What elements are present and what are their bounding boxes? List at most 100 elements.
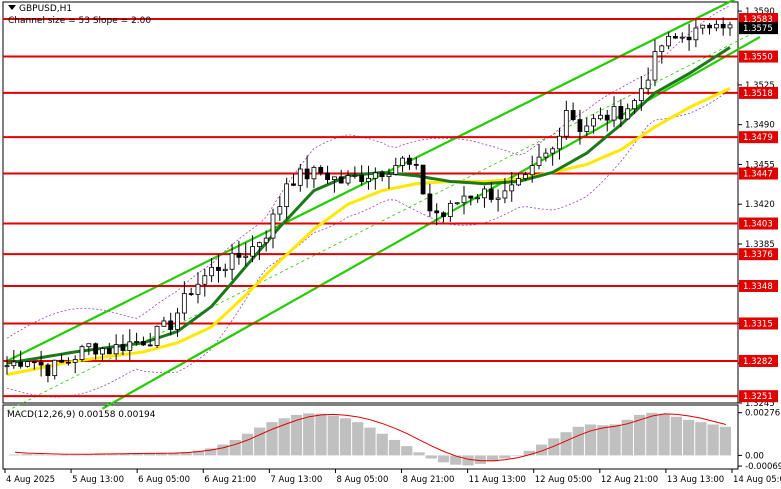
macd-bar [719, 426, 731, 456]
macd-bar [572, 426, 584, 456]
macd-bar [535, 444, 548, 456]
candle-body [645, 79, 651, 90]
candle-body [727, 24, 733, 29]
macd-bar [658, 413, 670, 456]
level-price-tag [739, 279, 778, 292]
x-tick-label: 11 Aug 13:00 [469, 475, 526, 485]
candle-body [86, 343, 92, 348]
candle-body [297, 168, 303, 186]
candle-body [659, 45, 665, 52]
level-price-tag-text: 1.3518 [743, 89, 773, 99]
collapse-arrow-icon[interactable] [8, 5, 16, 10]
moving-average-dark-green [6, 46, 731, 365]
level-price-tag [739, 354, 778, 367]
level-price-tag [739, 131, 778, 144]
macd-bar [707, 424, 719, 456]
macd-bar [119, 453, 131, 456]
y-tick-label: 1.3245 [745, 399, 775, 409]
candles [4, 17, 733, 383]
candle-body [584, 125, 590, 132]
x-tick-label: 5 Aug 13:00 [72, 475, 124, 485]
current-price-tag [739, 22, 778, 35]
candle-body [502, 190, 508, 199]
candle-body [45, 364, 51, 377]
y-tick-label: 1.3590 [745, 7, 775, 17]
candle-body [59, 359, 64, 363]
candle-body [168, 320, 174, 330]
y-tick-label: 1.3490 [745, 121, 775, 131]
candle-body [359, 174, 365, 182]
macd-bar [33, 454, 45, 456]
level-price-tag [739, 13, 778, 26]
macd-bar [156, 452, 168, 456]
macd-bar [352, 422, 364, 456]
candle-body [461, 195, 467, 204]
candle-body [475, 197, 481, 200]
candle-body [263, 237, 269, 244]
y-tick-label: 1.3420 [745, 200, 775, 210]
macd-bar [523, 450, 535, 456]
candle-body [652, 51, 658, 81]
level-price-tag [739, 86, 778, 99]
candle-body [543, 152, 549, 158]
candle-body [468, 195, 474, 199]
candle-body [434, 210, 440, 214]
candle-body [400, 157, 406, 166]
candle-body [386, 173, 392, 178]
macd-bar [462, 455, 474, 466]
candle-body [106, 348, 112, 355]
candle-body [161, 320, 167, 327]
x-tick-label: 12 Aug 21:00 [601, 475, 658, 485]
macd-bar [9, 454, 21, 456]
macd-bar [425, 455, 437, 459]
x-tick-label: 4 Aug 2025 [6, 475, 55, 485]
macd-bar [327, 415, 339, 456]
candle-body [222, 268, 228, 271]
candle-body [325, 172, 330, 181]
candle-body [236, 252, 242, 258]
macd-signal-line [15, 413, 727, 462]
macd-bar [254, 427, 266, 456]
level-price-tag-text: 1.3583 [743, 15, 773, 25]
macd-bar [21, 454, 33, 456]
level-price-tag-text: 1.3315 [743, 319, 773, 329]
macd-bar [45, 454, 58, 456]
candle-body [557, 135, 562, 150]
macd-bar [584, 424, 597, 456]
candle-body [291, 183, 296, 186]
candle-body [65, 361, 71, 364]
x-tick-label: 8 Aug 21:00 [403, 475, 455, 485]
macd-bar [670, 416, 682, 456]
level-price-tag [739, 248, 778, 261]
candle-body [209, 266, 215, 277]
level-price-tag-text: 1.3376 [743, 250, 773, 260]
candle-body [345, 175, 351, 184]
candle-body [120, 344, 126, 351]
candle-body [4, 365, 10, 368]
macd-bar [241, 433, 254, 456]
candle-body [304, 168, 310, 180]
candle-body [202, 275, 208, 285]
candle-body [707, 24, 712, 29]
candle-body [713, 23, 719, 29]
candle-body [216, 266, 221, 271]
macd-bar [376, 433, 388, 456]
macd-bar [107, 454, 119, 456]
macd-bar [205, 448, 217, 456]
macd-bar [303, 413, 315, 456]
candle-body [331, 176, 337, 181]
macd-bar [388, 439, 401, 456]
channel-upper-line [6, 0, 736, 362]
candle-body [18, 361, 24, 367]
candle-body [611, 106, 617, 121]
candle-body [454, 202, 460, 205]
level-price-tag-text: 1.3447 [743, 170, 773, 180]
candle-body [250, 246, 255, 257]
macd-indicator-label: MACD(12,26,9) 0.00158 0.00194 [7, 410, 156, 420]
candle-body [72, 359, 78, 363]
candle-body [632, 100, 637, 110]
macd-bar [217, 444, 229, 456]
y-tick-label: 1.3455 [745, 160, 775, 170]
